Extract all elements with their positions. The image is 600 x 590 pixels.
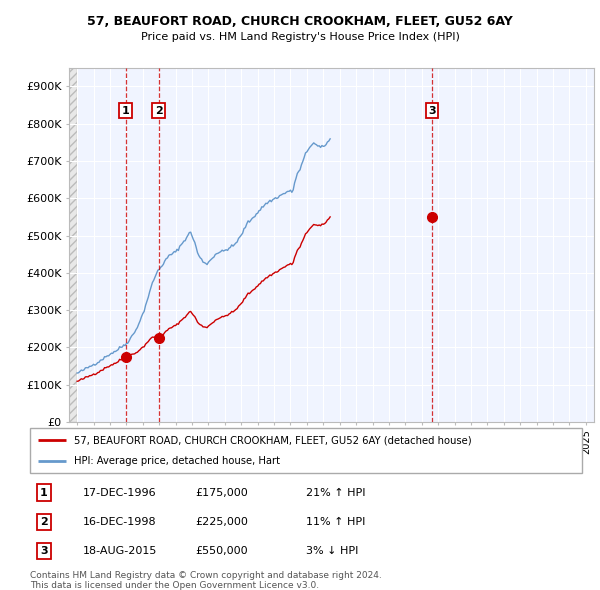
Text: 3: 3: [40, 546, 47, 556]
Text: Price paid vs. HM Land Registry's House Price Index (HPI): Price paid vs. HM Land Registry's House …: [140, 32, 460, 42]
Text: 16-DEC-1998: 16-DEC-1998: [82, 517, 156, 527]
Text: £175,000: £175,000: [196, 487, 248, 497]
Text: £550,000: £550,000: [196, 546, 248, 556]
Bar: [69, 68, 77, 422]
Bar: [69, 68, 77, 422]
Text: 2: 2: [155, 106, 163, 116]
Text: 57, BEAUFORT ROAD, CHURCH CROOKHAM, FLEET, GU52 6AY: 57, BEAUFORT ROAD, CHURCH CROOKHAM, FLEE…: [87, 15, 513, 28]
Text: 11% ↑ HPI: 11% ↑ HPI: [306, 517, 365, 527]
Text: 21% ↑ HPI: 21% ↑ HPI: [306, 487, 365, 497]
Text: 3% ↓ HPI: 3% ↓ HPI: [306, 546, 358, 556]
Text: Contains HM Land Registry data © Crown copyright and database right 2024.
This d: Contains HM Land Registry data © Crown c…: [30, 571, 382, 590]
Text: 2: 2: [40, 517, 47, 527]
Text: 1: 1: [122, 106, 130, 116]
Text: 3: 3: [428, 106, 436, 116]
Text: 1: 1: [40, 487, 47, 497]
Text: £225,000: £225,000: [196, 517, 248, 527]
Text: 57, BEAUFORT ROAD, CHURCH CROOKHAM, FLEET, GU52 6AY (detached house): 57, BEAUFORT ROAD, CHURCH CROOKHAM, FLEE…: [74, 435, 472, 445]
Text: 17-DEC-1996: 17-DEC-1996: [82, 487, 156, 497]
Text: 18-AUG-2015: 18-AUG-2015: [82, 546, 157, 556]
Text: HPI: Average price, detached house, Hart: HPI: Average price, detached house, Hart: [74, 456, 280, 466]
